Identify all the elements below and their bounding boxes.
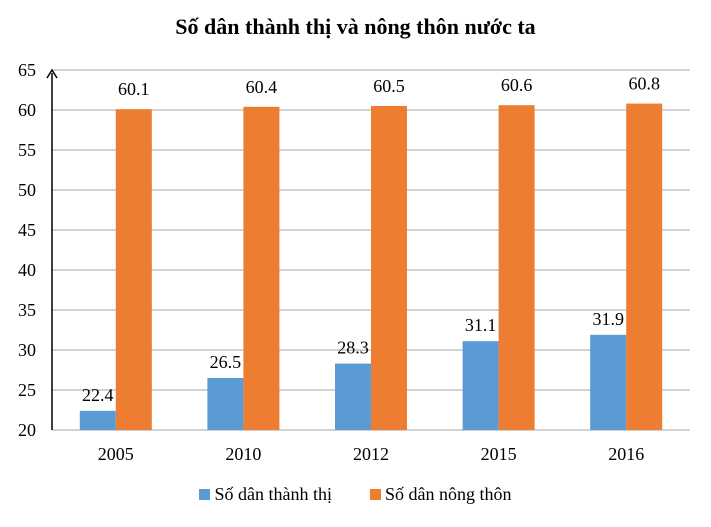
y-tick-label: 30 bbox=[18, 340, 36, 360]
y-tick-label: 50 bbox=[18, 180, 36, 200]
legend-item-rural: Số dân nông thôn bbox=[369, 484, 512, 505]
y-tick-label: 65 bbox=[18, 60, 36, 80]
data-label: 22.4 bbox=[82, 385, 114, 405]
bar-rural-2010 bbox=[243, 106, 280, 431]
bar-urban-2010 bbox=[207, 378, 244, 430]
y-tick-label: 40 bbox=[18, 260, 36, 280]
legend-swatch-rural bbox=[369, 489, 381, 500]
data-label: 31.9 bbox=[592, 309, 624, 329]
x-tick-label: 2012 bbox=[353, 444, 389, 464]
y-tick-label: 25 bbox=[18, 380, 36, 400]
legend-label-rural: Số dân nông thôn bbox=[384, 484, 512, 504]
legend-label-urban: Số dân thành thị bbox=[214, 484, 332, 504]
legend-swatch-urban bbox=[199, 489, 211, 500]
data-label: 28.3 bbox=[337, 338, 369, 358]
data-label: 60.1 bbox=[118, 79, 150, 99]
bar-rural-2005 bbox=[115, 109, 152, 430]
data-label: 26.5 bbox=[210, 352, 242, 372]
x-tick-label: 2016 bbox=[608, 444, 644, 464]
y-tick-label: 35 bbox=[18, 300, 36, 320]
data-label: 60.8 bbox=[628, 74, 660, 94]
legend: Số dân thành thị Số dân nông thôn bbox=[0, 484, 711, 505]
legend-item-urban: Số dân thành thị bbox=[199, 484, 332, 505]
data-label: 31.1 bbox=[465, 315, 497, 335]
bar-urban-2016 bbox=[590, 334, 627, 430]
y-axis-arrow-icon bbox=[46, 68, 58, 79]
y-tick-label: 45 bbox=[18, 220, 36, 240]
chart-title: Số dân thành thị và nông thôn nước ta bbox=[175, 14, 536, 39]
bar-rural-2012 bbox=[371, 106, 407, 430]
bar-urban-2015 bbox=[462, 341, 499, 430]
bar-urban-2012 bbox=[335, 363, 371, 430]
data-label: 60.4 bbox=[246, 77, 278, 97]
y-tick-label: 20 bbox=[18, 420, 36, 440]
y-tick-label: 55 bbox=[18, 140, 36, 160]
bar-rural-2015 bbox=[498, 105, 535, 430]
y-tick-label: 60 bbox=[18, 100, 36, 120]
x-tick-label: 2015 bbox=[481, 444, 517, 464]
data-label: 60.6 bbox=[501, 75, 533, 95]
bar-urban-2005 bbox=[79, 410, 116, 430]
bar-rural-2016 bbox=[626, 103, 663, 430]
data-label: 60.5 bbox=[373, 76, 405, 96]
x-tick-label: 2005 bbox=[98, 444, 134, 464]
x-tick-label: 2010 bbox=[225, 444, 261, 464]
